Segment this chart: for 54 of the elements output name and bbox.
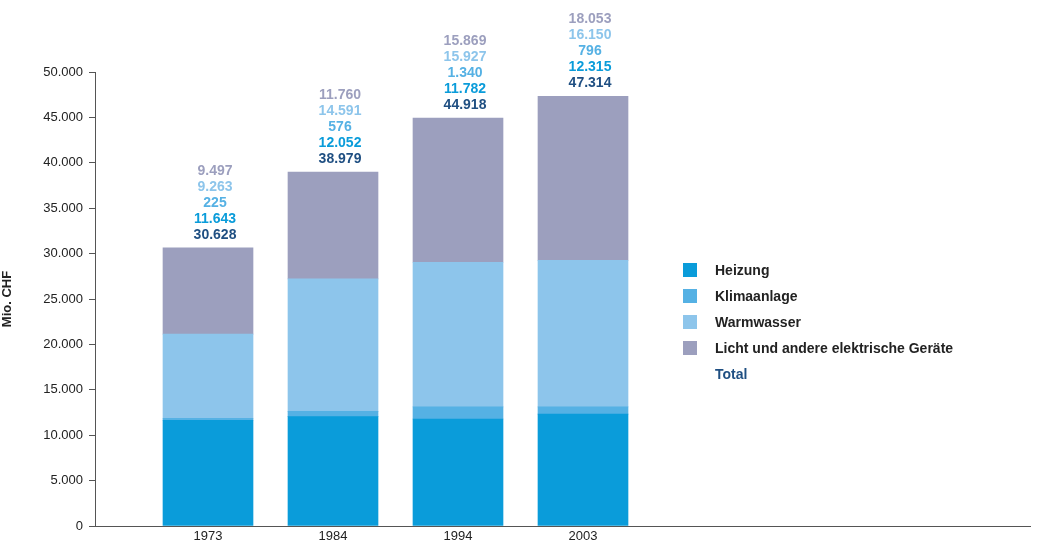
- bar: [412, 406, 504, 420]
- annotation: 11.760: [318, 86, 362, 103]
- total-label: 47.314: [568, 74, 612, 91]
- legend-label: Heizung: [715, 262, 770, 278]
- y-tick-label: 25.000: [43, 290, 83, 306]
- annotation: 9.497: [197, 161, 233, 178]
- y-tick-label: 5.000: [50, 472, 83, 488]
- bar: [287, 416, 379, 526]
- x-tick-label: 1984: [318, 528, 348, 544]
- y-tick-label: 20.000: [43, 335, 83, 351]
- total-label: 38.979: [318, 150, 362, 167]
- y-tick-label: 30.000: [43, 245, 83, 261]
- total-label: 44.918: [443, 96, 487, 113]
- y-tick-label: 50.000: [43, 63, 83, 79]
- annotation: 12.052: [318, 134, 362, 151]
- annotation: 11.782: [443, 80, 487, 97]
- annotation: 225: [203, 193, 227, 210]
- total-label: 30.628: [193, 225, 237, 242]
- text: Total: [715, 366, 748, 382]
- annotation: 1.340: [447, 64, 483, 81]
- x-tick-label: 2003: [568, 528, 598, 544]
- text: 16.150: [568, 26, 612, 43]
- y-tick-label: 35.000: [43, 199, 83, 215]
- y-tick-label: 40.000: [43, 154, 83, 170]
- bar: [537, 96, 629, 261]
- bar: [162, 247, 254, 335]
- text: 796: [578, 42, 602, 59]
- annotation: 11.643: [193, 209, 237, 226]
- legend-label: Klimaanlage: [715, 288, 798, 304]
- bar: [537, 413, 629, 526]
- bar: [412, 261, 504, 408]
- x-tick-label: 1994: [443, 528, 473, 544]
- text: 15.927: [443, 48, 487, 65]
- bar: [537, 259, 629, 408]
- y-axis-title: Mio. CHF: [0, 270, 15, 328]
- y-tick-label: 15.000: [43, 381, 83, 397]
- text: 18.053: [568, 10, 612, 27]
- bar: [162, 419, 254, 526]
- y-tick-label: 10.000: [43, 426, 83, 442]
- annotation: 9.263: [197, 177, 233, 194]
- y-tick-label: 0: [75, 517, 83, 533]
- x-tick-label: 1973: [193, 528, 223, 544]
- text: 15.869: [443, 32, 487, 49]
- bar: [287, 171, 379, 280]
- y-tick-label: 45.000: [43, 108, 83, 124]
- legend-label: Warmwasser: [715, 314, 801, 330]
- bar: [412, 117, 504, 263]
- bar: [412, 418, 504, 526]
- bar: [287, 278, 379, 412]
- annotation: 12.315: [568, 58, 612, 75]
- legend-label: Licht und andere elektrische Geräte: [715, 340, 954, 356]
- annotation: 14.591: [318, 102, 362, 119]
- annotation: 576: [328, 118, 352, 135]
- bar: [162, 333, 254, 419]
